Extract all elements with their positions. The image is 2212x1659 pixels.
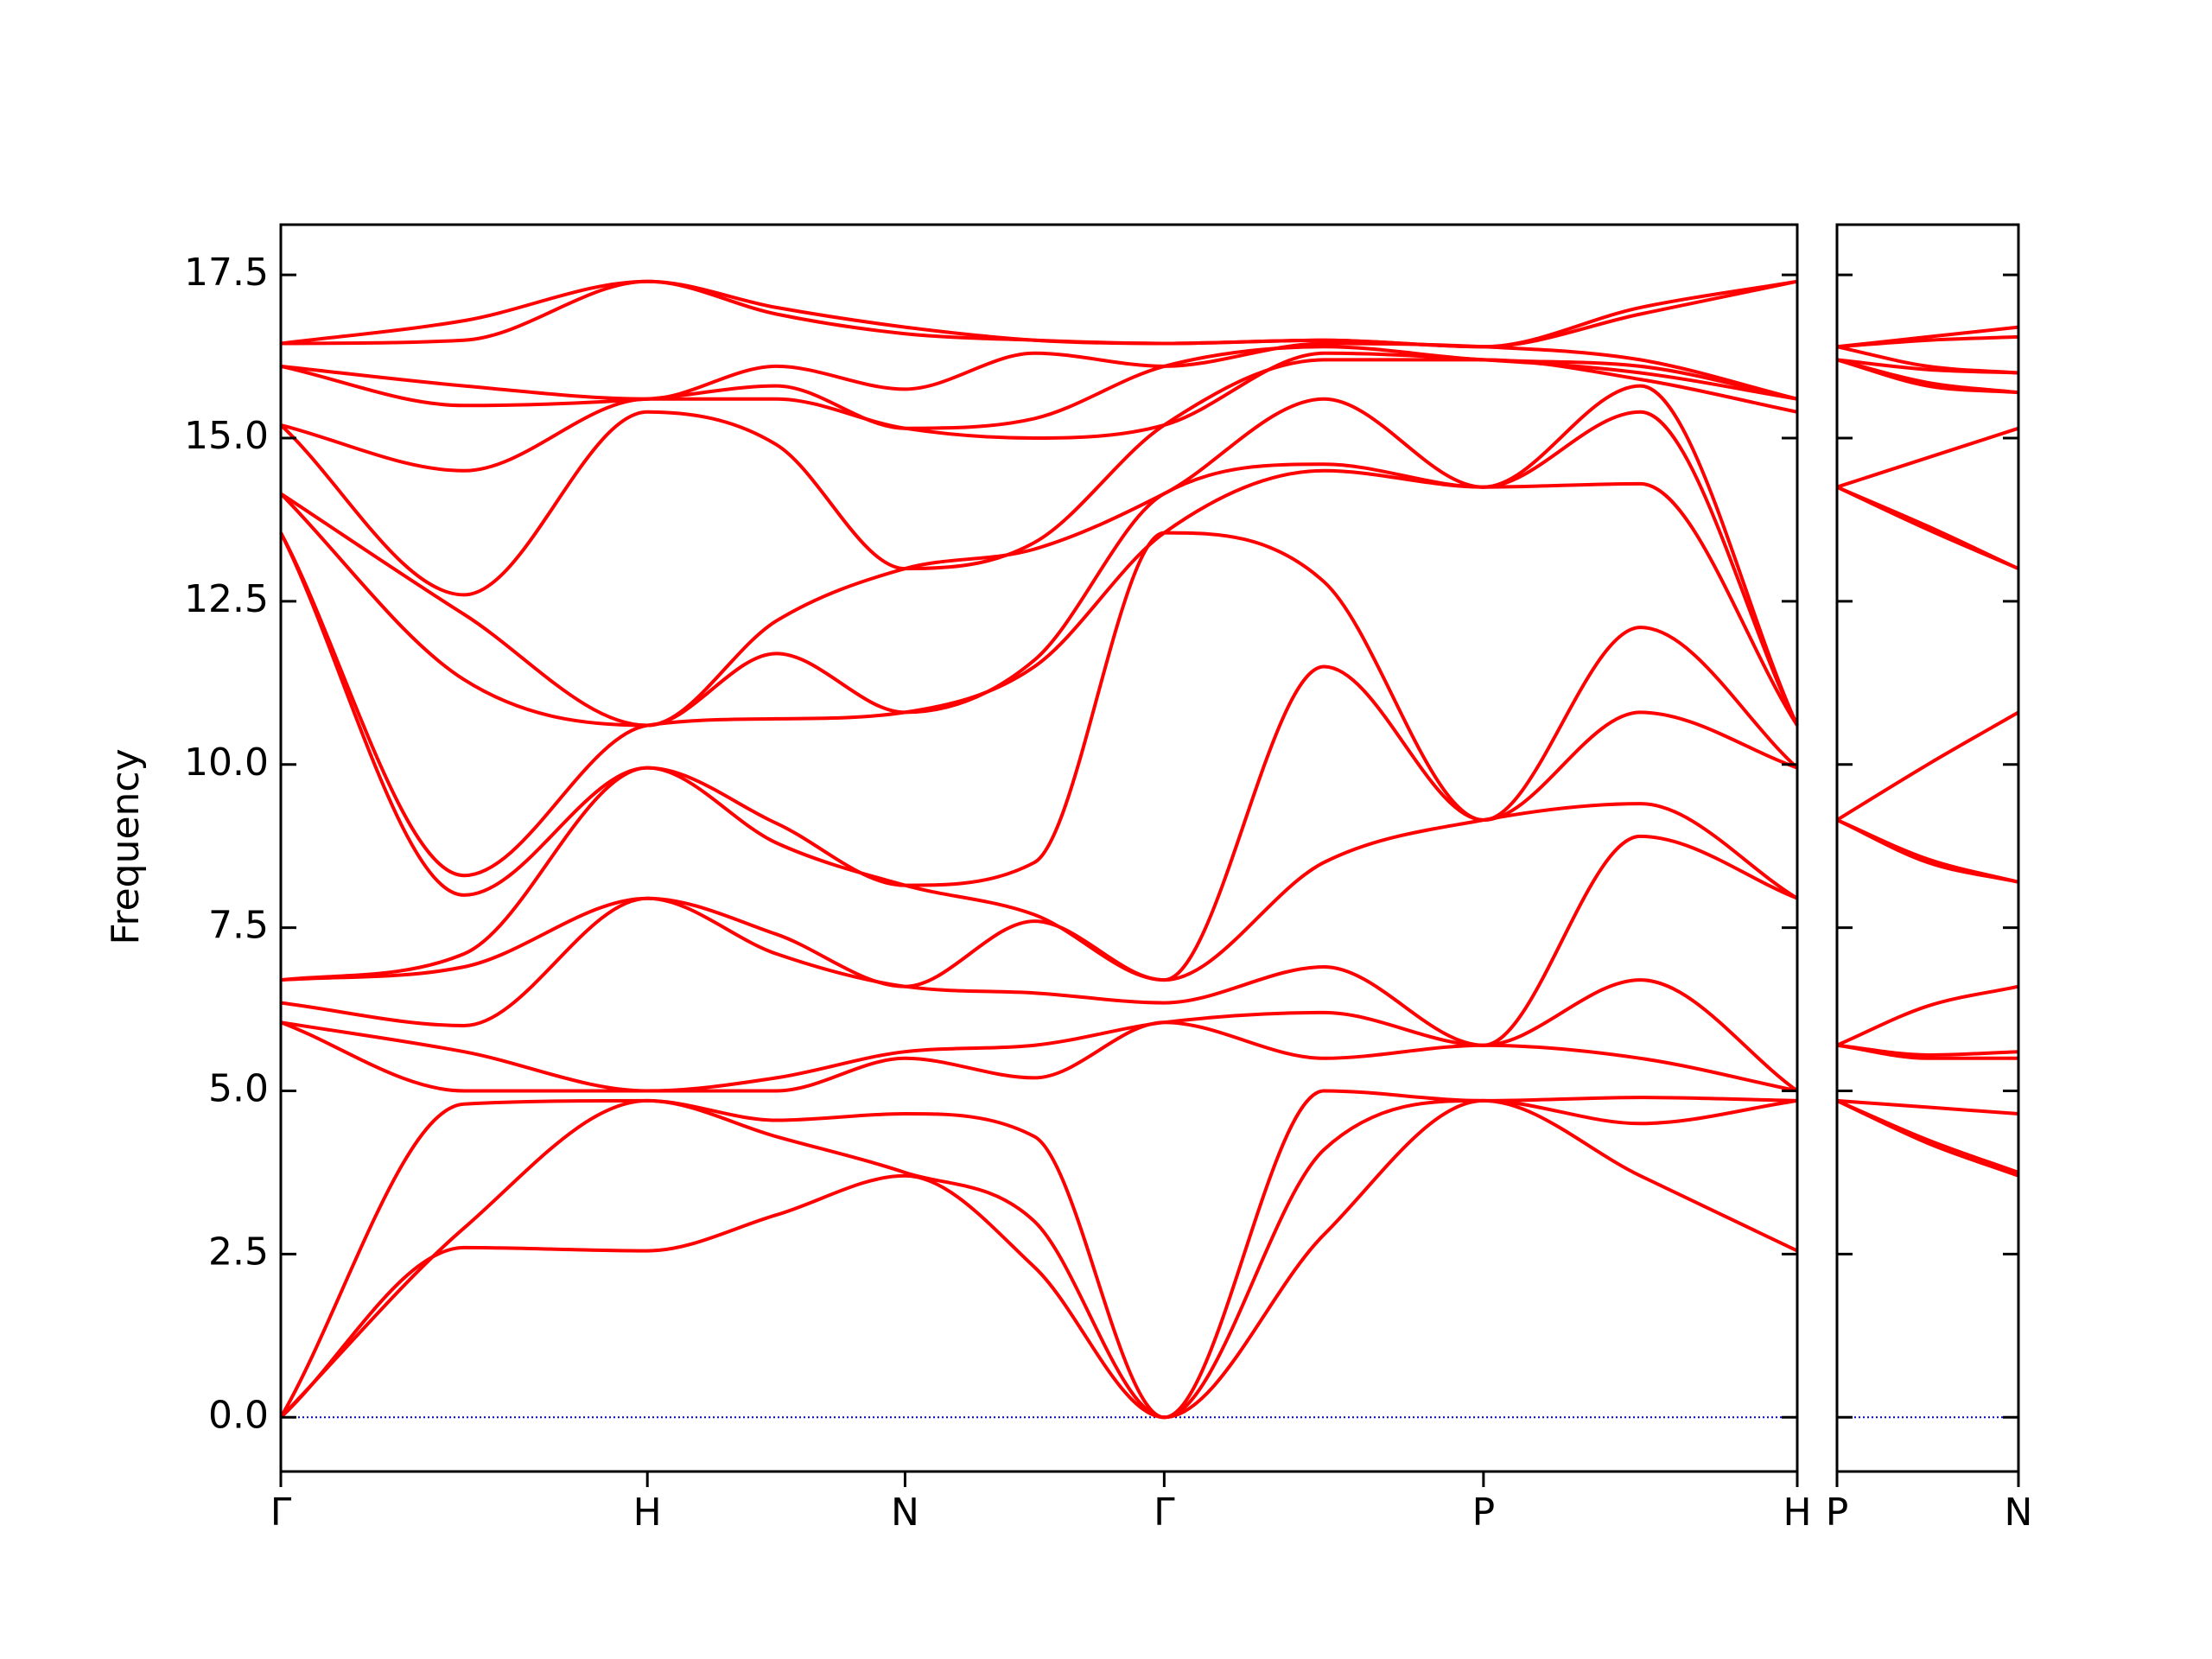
y-tick-label: 5.0 [208, 1067, 269, 1111]
x-tick-label: P [1472, 1491, 1496, 1535]
band [1836, 984, 2019, 1047]
band [279, 384, 1799, 728]
band [279, 410, 1799, 728]
band [1836, 1043, 2019, 1057]
band [279, 531, 1799, 897]
band [279, 1089, 1798, 1420]
band [1836, 818, 2019, 884]
y-tick-label: 2.5 [208, 1230, 269, 1274]
band [1835, 710, 2019, 822]
band [280, 978, 1799, 1093]
band [279, 1098, 1798, 1420]
x-tick-label: N [891, 1491, 919, 1535]
band [280, 345, 1798, 430]
plot-frame [1835, 223, 2020, 1473]
band [280, 279, 1798, 349]
band [279, 358, 1798, 597]
band [280, 351, 1798, 473]
y-tick-label: 7.5 [208, 904, 269, 948]
y-axis-label: Frequency [104, 748, 148, 944]
band [280, 1020, 1798, 1093]
band [1836, 345, 2019, 375]
band [280, 834, 1798, 1047]
y-tick-label: 17.5 [184, 251, 269, 295]
y-tick-label: 0.0 [208, 1393, 269, 1437]
band [280, 802, 1799, 988]
plot-frame [279, 223, 1799, 1473]
x-tick-label: Γ [1154, 1491, 1175, 1535]
x-tick-label: H [633, 1491, 662, 1535]
band [1836, 358, 2019, 395]
band [1836, 485, 2019, 570]
y-tick-label: 10.0 [184, 741, 269, 785]
band [279, 1098, 1798, 1420]
band [1836, 1098, 2019, 1116]
band [1836, 426, 2019, 489]
band [280, 279, 1798, 349]
band [1836, 818, 2019, 884]
band [1836, 325, 2019, 349]
y-tick-label: 15.0 [184, 414, 269, 458]
x-tick-label: N [2005, 1491, 2033, 1535]
band [280, 664, 1798, 982]
x-tick-label: Γ [270, 1491, 292, 1535]
x-tick-label: H [1783, 1491, 1811, 1535]
x-tick-label: P [1826, 1491, 1849, 1535]
band [1836, 1099, 2019, 1174]
band [280, 341, 1798, 401]
y-tick-label: 12.5 [184, 577, 269, 621]
band [279, 468, 1799, 878]
